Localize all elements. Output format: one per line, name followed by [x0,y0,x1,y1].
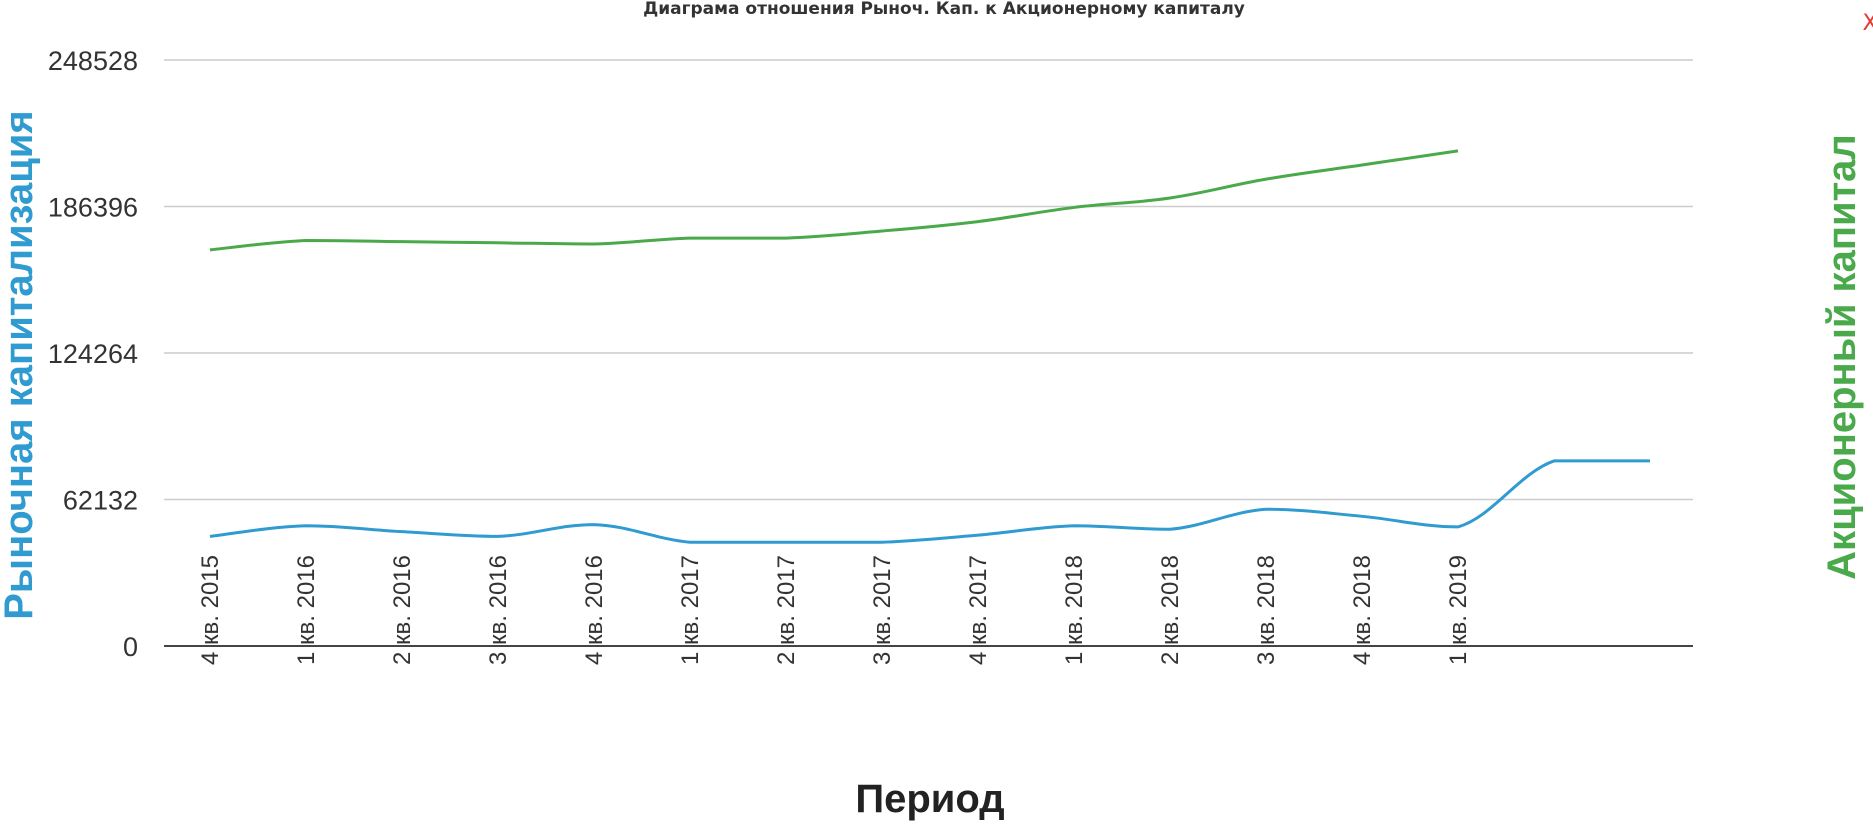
series-lines [209,149,1650,544]
x-tick-label: 4 кв. 2018 [1349,555,1376,665]
y-axis-label-left: Рыночная капитализация [0,110,41,620]
y-tick-label: 0 [123,632,138,662]
x-axis-label: Период [855,777,1004,821]
x-tick-label: 4 кв. 2016 [581,555,608,665]
x-axis-ticks: 4 кв. 2015 1 кв. 2016 2 кв. 2016 3 кв. 2016… [197,555,1472,665]
y-tick-label: 248528 [48,46,138,76]
x-tick-label: 1 кв. 2019 [1445,555,1472,665]
x-tick-label: 2 кв. 2018 [1157,555,1184,665]
y-axis-ticks: 0 62132 124264 186396 248528 [48,46,138,662]
series-line-0 [209,149,1459,252]
x-tick-label: 4 кв. 2015 [197,555,224,665]
x-tick-label: 1 кв. 2016 [293,555,320,665]
chart-title: Диаграма отношения Рыноч. Кап. к Акционе… [643,0,1245,19]
x-tick-label: 1 кв. 2018 [1061,555,1088,665]
series-line-1 [209,459,1650,544]
y-axis-label-right: Акционерный капитал [1820,134,1864,580]
x-tick-label: 2 кв. 2016 [389,555,416,665]
close-icon[interactable]: X [1862,11,1873,36]
y-tick-label: 186396 [48,193,138,223]
x-tick-label: 1 кв. 2017 [677,555,704,665]
y-tick-label: 62132 [63,486,138,516]
grid [164,59,1693,647]
x-tick-label: 3 кв. 2018 [1253,555,1280,665]
y-tick-label: 124264 [48,339,138,369]
x-tick-label: 4 кв. 2017 [965,555,992,665]
x-tick-label: 3 кв. 2016 [485,555,512,665]
x-tick-label: 3 кв. 2017 [869,555,896,665]
x-tick-label: 2 кв. 2017 [773,555,800,665]
